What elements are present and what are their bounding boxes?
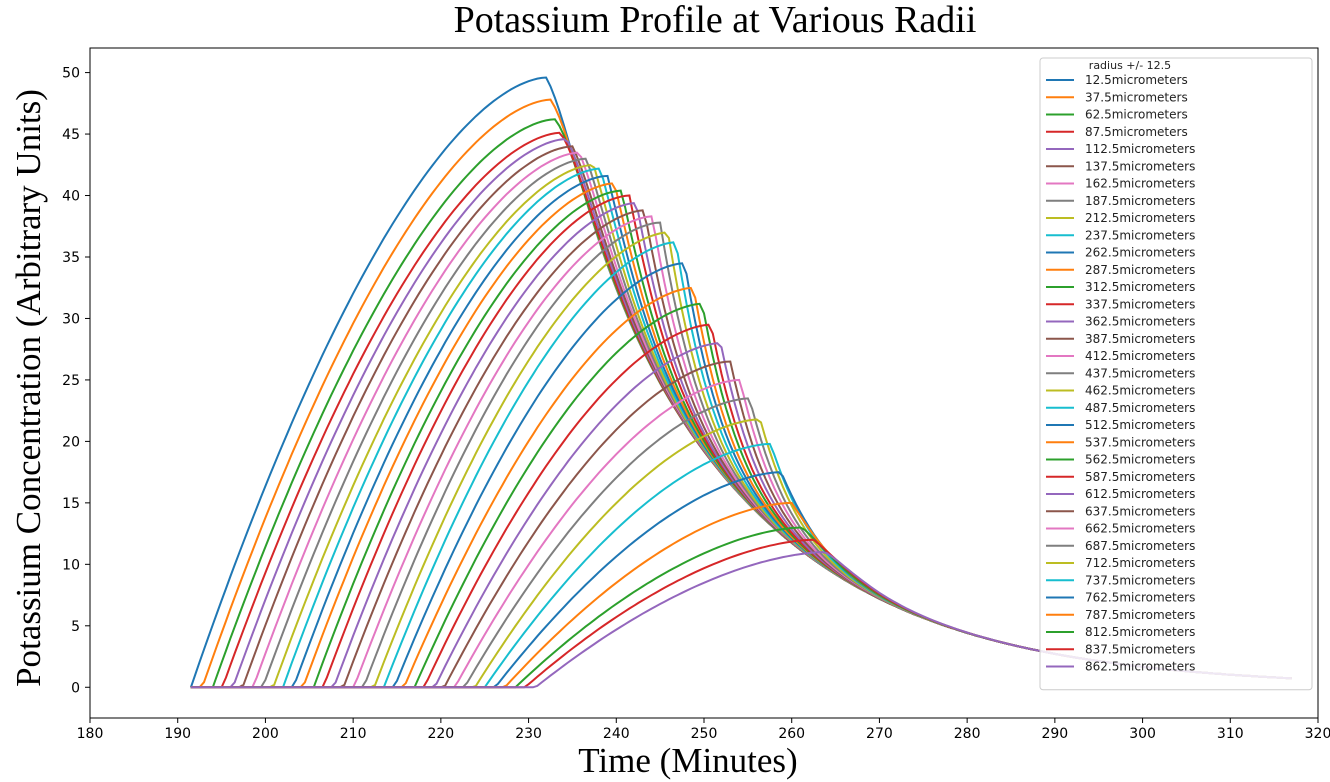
legend-entry: 462.5micrometers bbox=[1085, 384, 1195, 398]
x-axis-label: Time (Minutes) bbox=[578, 741, 797, 780]
x-tick-label: 300 bbox=[1129, 726, 1156, 742]
x-tick-label: 180 bbox=[77, 726, 104, 742]
y-tick-label: 45 bbox=[62, 127, 80, 143]
legend-entry: 387.5micrometers bbox=[1085, 332, 1195, 346]
x-tick-label: 310 bbox=[1217, 726, 1244, 742]
legend-entry: 537.5micrometers bbox=[1085, 435, 1195, 449]
legend-entry: 137.5micrometers bbox=[1085, 159, 1195, 173]
legend-entry: 262.5micrometers bbox=[1085, 246, 1195, 260]
x-tick-label: 290 bbox=[1041, 726, 1068, 742]
legend-entry: 62.5micrometers bbox=[1085, 108, 1188, 122]
y-tick-label: 35 bbox=[62, 250, 80, 266]
x-axis-ticks: 180 190 200 210 220 230 240 250 260 270 280 290 300 3… bbox=[77, 718, 1330, 742]
legend-entry: 662.5micrometers bbox=[1085, 522, 1195, 536]
legend-entry: 237.5micrometers bbox=[1085, 228, 1195, 242]
legend-entry: 287.5micrometers bbox=[1085, 263, 1195, 277]
y-axis-ticks: 0 5 10 15 20 25 30 35 40 45 50 bbox=[62, 66, 90, 696]
y-tick-label: 10 bbox=[62, 557, 80, 573]
legend-entry: 837.5micrometers bbox=[1085, 642, 1195, 656]
legend-box bbox=[1039, 57, 1313, 691]
legend-entry: 212.5micrometers bbox=[1085, 211, 1195, 225]
x-tick-label: 280 bbox=[954, 726, 981, 742]
y-axis-label: Potassium Concentration (Arbitrary Units… bbox=[9, 89, 48, 687]
legend-title: radius +/- 12.5 bbox=[1089, 59, 1171, 72]
legend-entry: 812.5micrometers bbox=[1085, 625, 1195, 639]
legend-entry: 162.5micrometers bbox=[1085, 177, 1195, 191]
legend-entry: 112.5micrometers bbox=[1085, 142, 1195, 156]
x-tick-label: 270 bbox=[866, 726, 893, 742]
y-tick-label: 5 bbox=[71, 619, 80, 635]
legend-entry: 612.5micrometers bbox=[1085, 487, 1195, 501]
legend: radius +/- 12.512.5micrometers 37.5microm… bbox=[1039, 57, 1313, 691]
legend-entry: 562.5micrometers bbox=[1085, 453, 1195, 467]
legend-entry: 737.5micrometers bbox=[1085, 573, 1195, 587]
x-tick-label: 190 bbox=[164, 726, 191, 742]
x-tick-label: 210 bbox=[340, 726, 367, 742]
legend-entry: 362.5micrometers bbox=[1085, 315, 1195, 329]
legend-entry: 712.5micrometers bbox=[1085, 556, 1195, 570]
legend-entry: 587.5micrometers bbox=[1085, 470, 1195, 484]
legend-entry: 762.5micrometers bbox=[1085, 591, 1195, 605]
legend-entry: 87.5micrometers bbox=[1085, 125, 1188, 139]
y-tick-label: 50 bbox=[62, 66, 80, 82]
x-tick-label: 200 bbox=[252, 726, 279, 742]
legend-entry: 687.5micrometers bbox=[1085, 539, 1195, 553]
x-tick-label: 220 bbox=[427, 726, 454, 742]
legend-entry: 862.5micrometers bbox=[1085, 660, 1195, 674]
legend-entry: 37.5micrometers bbox=[1085, 90, 1188, 104]
chart-title: Potassium Profile at Various Radii bbox=[454, 0, 977, 41]
y-tick-label: 0 bbox=[71, 680, 80, 696]
x-tick-label: 260 bbox=[778, 726, 805, 742]
legend-entry: 437.5micrometers bbox=[1085, 366, 1195, 380]
y-tick-label: 30 bbox=[62, 311, 80, 327]
legend-entry: 337.5micrometers bbox=[1085, 297, 1195, 311]
x-tick-label: 230 bbox=[515, 726, 542, 742]
y-tick-label: 40 bbox=[62, 189, 80, 205]
y-tick-label: 15 bbox=[62, 496, 80, 512]
x-tick-label: 240 bbox=[603, 726, 630, 742]
legend-entry: 412.5micrometers bbox=[1085, 349, 1195, 363]
legend-entry: 637.5micrometers bbox=[1085, 504, 1195, 518]
y-tick-label: 25 bbox=[62, 373, 80, 389]
legend-entry: 487.5micrometers bbox=[1085, 401, 1195, 415]
x-tick-label: 320 bbox=[1305, 726, 1330, 742]
legend-entry: 512.5micrometers bbox=[1085, 418, 1195, 432]
y-tick-label: 20 bbox=[62, 434, 80, 450]
legend-entry: 312.5micrometers bbox=[1085, 280, 1195, 294]
legend-entry: 787.5micrometers bbox=[1085, 608, 1195, 622]
legend-entry: 12.5micrometers bbox=[1085, 73, 1188, 87]
x-tick-label: 250 bbox=[691, 726, 718, 742]
legend-entry: 187.5micrometers bbox=[1085, 194, 1195, 208]
